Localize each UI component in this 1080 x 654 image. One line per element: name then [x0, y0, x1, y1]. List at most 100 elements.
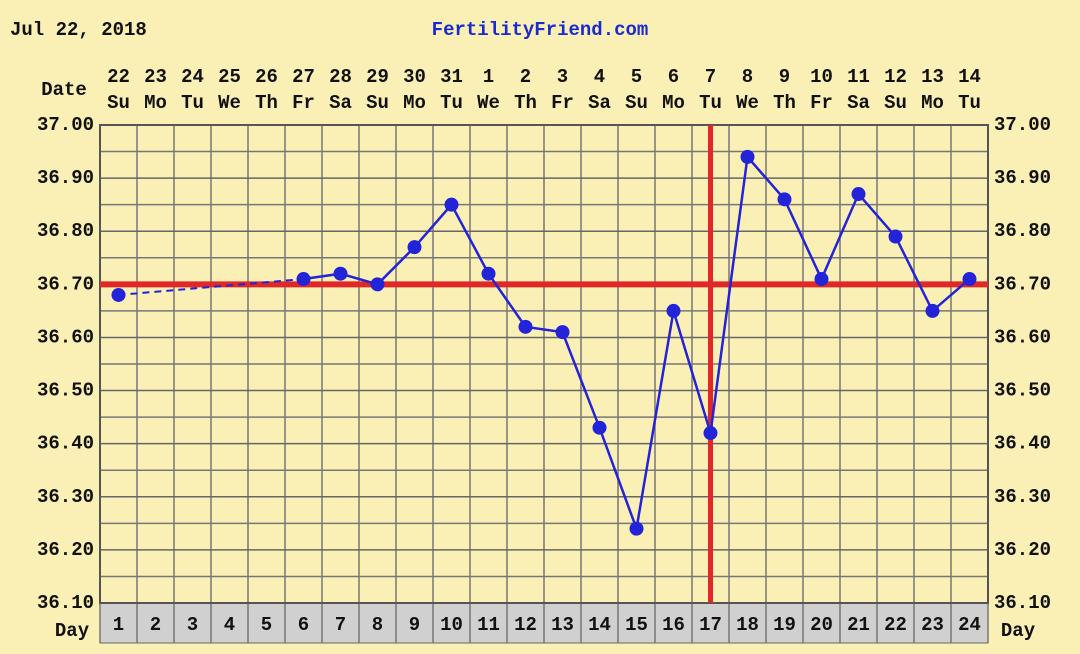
temperature-point: [111, 287, 126, 302]
date-label: 8: [742, 66, 753, 88]
day-number: 13: [551, 614, 574, 636]
temperature-point: [629, 521, 644, 536]
weekday-label: Tu: [699, 92, 722, 114]
temperature-point: [444, 197, 459, 212]
y2-tick-label: 36.80: [994, 220, 1051, 242]
temperature-point: [555, 325, 570, 340]
day-number: 10: [440, 614, 463, 636]
day-number: 22: [884, 614, 907, 636]
date-label: 7: [705, 66, 716, 88]
day-number: 8: [372, 614, 383, 636]
y-tick-label: 36.40: [37, 433, 94, 455]
weekday-label: Tu: [958, 92, 981, 114]
date-label: 12: [884, 66, 907, 88]
temperature-point: [962, 272, 977, 287]
day-number: 23: [921, 614, 944, 636]
weekday-label: We: [477, 92, 500, 114]
weekday-label: Th: [514, 92, 537, 114]
weekday-label: Sa: [847, 92, 870, 114]
day-number: 17: [699, 614, 722, 636]
temperature-point: [777, 192, 792, 207]
weekday-label: We: [736, 92, 759, 114]
day-number: 21: [847, 614, 870, 636]
y2-tick-label: 36.20: [994, 539, 1051, 561]
temperature-point: [518, 319, 533, 334]
day-label-left: Day: [55, 620, 90, 642]
day-number: 4: [224, 614, 235, 636]
date-label: 30: [403, 66, 426, 88]
date-label: 23: [144, 66, 167, 88]
y2-tick-label: 36.90: [994, 167, 1051, 189]
y-tick-label: 36.90: [37, 167, 94, 189]
day-number: 14: [588, 614, 611, 636]
date-label: 3: [557, 66, 568, 88]
date-label: 14: [958, 66, 981, 88]
day-number: 24: [958, 614, 981, 636]
weekday-label: Fr: [551, 92, 574, 114]
weekday-label: Su: [884, 92, 907, 114]
date-label: 31: [440, 66, 463, 88]
date-label: 25: [218, 66, 241, 88]
date-label: 22: [107, 66, 130, 88]
temperature-point: [296, 272, 311, 287]
temperature-point: [925, 303, 940, 318]
y-tick-label: 36.10: [37, 592, 94, 614]
weekday-label: Tu: [440, 92, 463, 114]
date-label: 26: [255, 66, 278, 88]
y-tick-label: 37.00: [37, 114, 94, 136]
weekday-label: Th: [255, 92, 278, 114]
temperature-point: [333, 266, 348, 281]
weekday-label: Su: [625, 92, 648, 114]
date-label: 10: [810, 66, 833, 88]
weekday-label: Mo: [662, 92, 685, 114]
temperature-point: [851, 187, 866, 202]
y2-tick-label: 36.30: [994, 486, 1051, 508]
day-label-right: Day: [1001, 620, 1036, 642]
day-number: 20: [810, 614, 833, 636]
day-number: 9: [409, 614, 420, 636]
date-label: 29: [366, 66, 389, 88]
day-number: 7: [335, 614, 346, 636]
weekday-label: Fr: [810, 92, 833, 114]
temperature-point: [407, 240, 422, 255]
y2-tick-label: 36.50: [994, 380, 1051, 402]
day-number: 5: [261, 614, 272, 636]
temperature-point: [481, 266, 496, 281]
temperature-point: [740, 149, 755, 164]
date-label: 28: [329, 66, 352, 88]
date-label: 2: [520, 66, 531, 88]
gap-bridge: [118, 278, 304, 296]
y-tick-label: 36.60: [37, 326, 94, 348]
date-label: Date: [41, 79, 87, 101]
y2-tick-label: 36.10: [994, 592, 1051, 614]
weekday-label: Sa: [329, 92, 352, 114]
day-number: 16: [662, 614, 685, 636]
date-label: 6: [668, 66, 679, 88]
y2-tick-label: 37.00: [994, 114, 1051, 136]
weekday-label: Mo: [144, 92, 167, 114]
date-label: 24: [181, 66, 204, 88]
day-number: 1: [113, 614, 124, 636]
date-label: 13: [921, 66, 944, 88]
date-label: 11: [847, 66, 870, 88]
date-label: 4: [594, 66, 605, 88]
y-tick-label: 36.50: [37, 380, 94, 402]
day-number: 2: [150, 614, 161, 636]
temperature-point: [703, 426, 718, 441]
day-number: 11: [477, 614, 500, 636]
plot-frame: [99, 124, 989, 604]
chart-title: Jul 22, 2018: [10, 19, 147, 41]
y2-tick-label: 36.70: [994, 273, 1051, 295]
weekday-label: Su: [366, 92, 389, 114]
weekday-label: We: [218, 92, 241, 114]
day-number: 12: [514, 614, 537, 636]
day-number: 3: [187, 614, 198, 636]
y-tick-label: 36.70: [37, 273, 94, 295]
weekday-label: Th: [773, 92, 796, 114]
weekday-label: Su: [107, 92, 130, 114]
day-number: 15: [625, 614, 648, 636]
temperature-point: [370, 277, 385, 292]
date-label: 5: [631, 66, 642, 88]
weekday-label: Mo: [921, 92, 944, 114]
